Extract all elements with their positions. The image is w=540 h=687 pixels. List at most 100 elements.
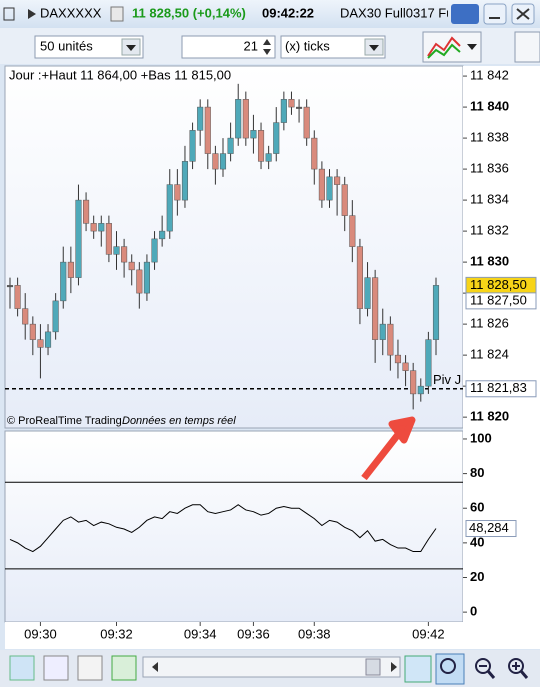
value-tag — [465, 520, 517, 538]
info-icon[interactable] — [110, 6, 124, 22]
candle-body — [410, 370, 417, 395]
price-tag-label: 11 821,83 — [470, 380, 527, 395]
price-panel — [4, 65, 464, 429]
y-tick-label: 11 820 — [470, 409, 509, 424]
y-tick-label: 11 832 — [470, 223, 509, 238]
candle-body — [265, 153, 272, 162]
y-tick-label: 11 836 — [470, 161, 509, 176]
candle-body — [166, 184, 173, 232]
candle-body — [60, 261, 67, 302]
ticks-unit-select[interactable] — [280, 35, 386, 59]
candle-body — [83, 199, 90, 224]
y-tick-label: 11 824 — [470, 347, 509, 362]
keyboard-button[interactable] — [451, 4, 479, 24]
scroll-thumb[interactable] — [365, 658, 381, 676]
x-tick-label: 09:42 — [412, 626, 445, 641]
annotation-arrow — [361, 416, 416, 481]
tool-button[interactable] — [43, 655, 69, 681]
zoom-icon — [440, 658, 456, 674]
candle-body — [181, 161, 189, 201]
chart-header: Jour :+Haut 11 864,00 +Bas 11 815,00 — [9, 67, 231, 82]
y-tick-label: 11 840 — [470, 99, 509, 114]
candle-body — [151, 238, 158, 263]
candle-body — [227, 137, 234, 154]
ticks-count: 21 — [244, 38, 258, 53]
candle-body — [219, 153, 227, 170]
symbol: DAXXXXX — [40, 5, 102, 20]
candle-body — [356, 246, 363, 309]
candle-body — [197, 106, 204, 131]
ticks-input[interactable] — [181, 35, 276, 59]
candle-body — [90, 223, 97, 232]
candle-body — [189, 130, 196, 162]
candle-body — [235, 99, 242, 139]
tool-button[interactable] — [9, 655, 35, 681]
quote: 11 828,50 (+0,14%) — [132, 5, 246, 20]
candle-body — [37, 339, 44, 348]
candle-body — [394, 354, 402, 364]
tool-button[interactable] — [404, 655, 432, 683]
instrument-clip: DAX30 Full0317 Fut — [340, 5, 457, 20]
time: 09:42:22 — [262, 5, 314, 20]
scroll-right[interactable] — [391, 662, 397, 672]
y-tick-label: 80 — [470, 465, 484, 480]
y-tick-label: 60 — [470, 500, 484, 515]
chart-icon — [427, 43, 461, 59]
y-tick-label: 11 826 — [470, 316, 509, 331]
minimize-button[interactable] — [483, 3, 507, 25]
title-bar — [0, 0, 540, 28]
candle-body — [204, 106, 211, 154]
candle-body — [364, 277, 371, 309]
candle-body — [334, 176, 341, 185]
x-tick-label: 09:34 — [184, 626, 217, 641]
indicator-panel — [4, 430, 464, 623]
zoom-glyph — [512, 662, 520, 670]
candle-body — [98, 223, 105, 232]
candle-body — [128, 261, 135, 271]
candle-body — [159, 230, 166, 240]
candle-body — [372, 277, 379, 340]
candle-body — [257, 130, 265, 162]
chart-icon — [427, 36, 461, 57]
units-select[interactable] — [34, 35, 144, 59]
tool-button[interactable] — [111, 655, 137, 681]
units: 50 unités — [40, 38, 93, 53]
candle-body — [136, 269, 143, 294]
candle-body — [113, 246, 120, 255]
candle-body — [22, 308, 29, 325]
scroll-left[interactable] — [152, 662, 158, 672]
x-tick-label: 09:36 — [237, 626, 270, 641]
menu-arrow[interactable] — [28, 9, 36, 19]
candle-body — [417, 385, 424, 395]
dropdown-arrow — [369, 45, 379, 51]
candle-body — [432, 285, 440, 340]
candle-body — [105, 223, 112, 255]
side-button[interactable] — [514, 31, 540, 63]
y-tick-label: 0 — [470, 604, 477, 619]
tool-button[interactable] — [77, 655, 103, 681]
candle-body — [296, 106, 303, 109]
dropdown-arrow — [467, 44, 477, 50]
x-tick-label: 09:30 — [24, 626, 57, 641]
candle-body — [379, 323, 386, 340]
y-tick-label: 11 834 — [470, 192, 509, 207]
spinner[interactable] — [263, 39, 271, 55]
instrument: DAX30 Full0317 Fut — [340, 5, 457, 20]
zoom-in-button[interactable] — [508, 658, 524, 674]
price-tag-label: 11 828,50 — [470, 277, 527, 292]
zoom-glyph — [486, 670, 496, 679]
candle-body — [425, 339, 432, 387]
realtime-note: Données en temps réel — [122, 415, 236, 427]
candle-body — [6, 285, 14, 288]
ticks-unit: (x) ticks — [285, 38, 330, 53]
pivot-label: Piv J — [433, 372, 461, 387]
candle-body — [44, 331, 52, 348]
y-tick-label: 11 830 — [470, 254, 509, 269]
price-tag — [465, 380, 537, 398]
scrollbar[interactable] — [142, 656, 401, 678]
zoom-out-button[interactable] — [475, 658, 491, 674]
y-tick-label: 20 — [470, 569, 484, 584]
candle-body — [341, 184, 348, 216]
y-tick-label: 100 — [470, 430, 492, 445]
